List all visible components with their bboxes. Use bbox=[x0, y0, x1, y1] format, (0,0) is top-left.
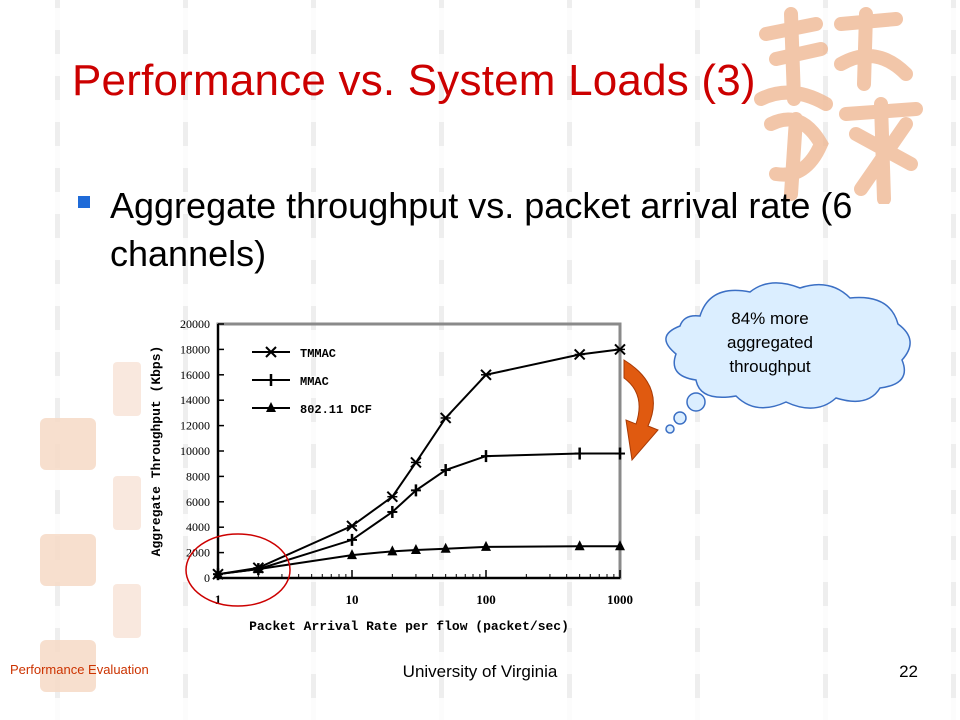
y-tick-label: 8000 bbox=[186, 469, 210, 483]
y-tick-label: 16000 bbox=[180, 368, 210, 382]
data-point-x bbox=[386, 491, 399, 503]
curved-arrow-icon bbox=[623, 359, 659, 462]
throughput-chart: 0200040006000800010000120001400016000180… bbox=[149, 317, 633, 634]
data-point-plus bbox=[481, 450, 491, 463]
page-number: 22 bbox=[899, 662, 918, 681]
y-tick-label: 20000 bbox=[180, 317, 210, 331]
legend-label: 802.11 DCF bbox=[300, 403, 372, 417]
y-tick-label: 0 bbox=[204, 571, 210, 585]
x-axis-label: Packet Arrival Rate per flow (packet/sec… bbox=[249, 619, 569, 634]
y-tick-label: 4000 bbox=[186, 520, 210, 534]
data-point-x bbox=[410, 456, 422, 469]
data-point-plus bbox=[347, 533, 357, 546]
y-tick-label: 18000 bbox=[180, 342, 210, 356]
data-point-plus bbox=[574, 447, 585, 460]
y-tick-label: 10000 bbox=[180, 444, 210, 458]
data-point-triangle bbox=[574, 540, 585, 551]
bullet-item: Aggregate throughput vs. packet arrival … bbox=[78, 182, 898, 278]
x-tick-label: 100 bbox=[476, 592, 496, 607]
footer-section-label: Performance Evaluation bbox=[10, 662, 149, 677]
data-point-triangle bbox=[481, 540, 491, 551]
data-point-x bbox=[573, 348, 586, 361]
y-tick-label: 6000 bbox=[186, 495, 210, 509]
data-point-triangle bbox=[213, 568, 223, 579]
callout-text: 84% more aggregated throughput bbox=[726, 309, 814, 376]
legend-label: TMMAC bbox=[300, 347, 336, 361]
bullet-text: Aggregate throughput vs. packet arrival … bbox=[110, 185, 853, 274]
footer-institution: University of Virginia bbox=[402, 662, 558, 681]
data-point-x bbox=[439, 412, 452, 424]
data-point-plus bbox=[410, 484, 421, 497]
data-point-triangle bbox=[347, 549, 357, 560]
legend-marker bbox=[266, 374, 276, 386]
seal-decoration bbox=[40, 640, 96, 692]
data-point-triangle bbox=[440, 542, 451, 553]
data-point-triangle bbox=[387, 545, 398, 556]
seal-decoration bbox=[40, 418, 96, 470]
data-point-x bbox=[346, 520, 358, 532]
legend-marker bbox=[266, 402, 276, 412]
x-tick-label: 10 bbox=[346, 592, 359, 607]
x-tick-label: 1 bbox=[215, 592, 222, 607]
data-point-plus bbox=[615, 447, 625, 460]
y-tick-label: 14000 bbox=[180, 393, 210, 407]
y-axis-label: Aggregate Throughput (Kbps) bbox=[149, 346, 164, 557]
chart-series bbox=[212, 343, 626, 581]
bullet-square-icon bbox=[78, 196, 90, 208]
highlight-circle bbox=[185, 533, 291, 607]
legend-label: MMAC bbox=[300, 375, 329, 389]
slide-title: Performance vs. System Loads (3) bbox=[72, 56, 756, 105]
x-tick-label: 1000 bbox=[607, 592, 633, 607]
data-point-triangle bbox=[615, 540, 625, 551]
data-point-x bbox=[480, 369, 492, 381]
y-tick-label: 2000 bbox=[186, 546, 210, 560]
seal-decoration bbox=[113, 476, 141, 530]
chart-legend: TMMAC MMAC 802.11 DCF bbox=[252, 346, 372, 417]
calligraphy-seal-decoration bbox=[754, 7, 923, 204]
y-tick-label: 12000 bbox=[180, 419, 210, 433]
data-point-triangle bbox=[253, 563, 264, 574]
data-point-plus bbox=[387, 505, 398, 518]
legend-marker bbox=[265, 346, 277, 358]
data-point-plus bbox=[440, 464, 451, 477]
data-point-triangle bbox=[410, 544, 421, 555]
thought-cloud-callout bbox=[665, 282, 911, 434]
seal-decoration bbox=[113, 362, 141, 416]
chart-axes: 0200040006000800010000120001400016000180… bbox=[180, 317, 633, 607]
seal-decoration bbox=[40, 534, 96, 586]
data-point-x bbox=[614, 343, 626, 356]
seal-decoration bbox=[113, 584, 141, 638]
